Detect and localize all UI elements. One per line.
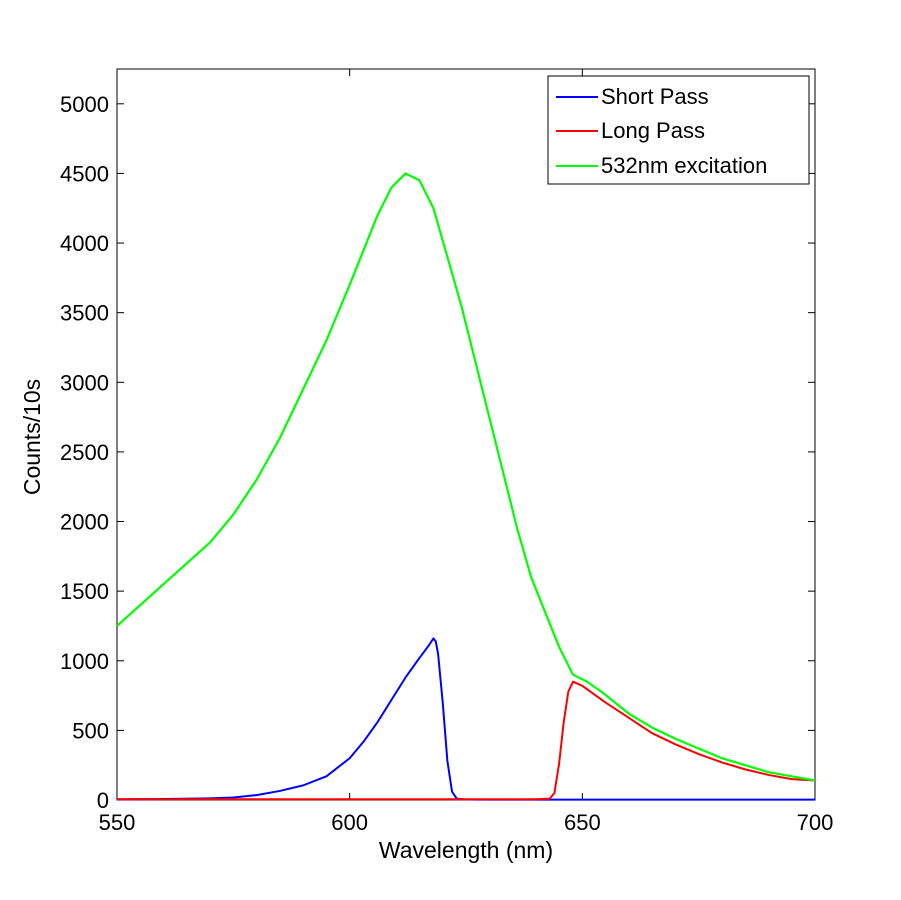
y-tick-label: 4500 <box>60 161 109 186</box>
series-line-short-pass <box>116 637 815 801</box>
y-tick-label: 4000 <box>60 231 109 256</box>
y-tick-label: 2500 <box>60 440 109 465</box>
series-line-532nm-excitation <box>116 172 816 782</box>
x-tick-label: 600 <box>331 810 368 835</box>
y-tick-label: 1500 <box>60 579 109 604</box>
legend-label-532nm-excitation: 532nm excitation <box>601 153 767 178</box>
y-tick-label: 5000 <box>60 92 109 117</box>
x-tick-label: 700 <box>797 810 834 835</box>
x-axis-ticks: 550 600 650 700 <box>99 69 834 835</box>
y-tick-label: 1000 <box>60 649 109 674</box>
y-axis-ticks: 0 500 1000 1500 2000 2500 3000 3500 4000 4500 5000 <box>60 92 815 813</box>
y-tick-label: 0 <box>97 788 109 813</box>
y-axis-label: Counts/10s <box>19 379 45 495</box>
legend: Short Pass Long Pass 532nm excitation <box>547 75 810 185</box>
x-tick-label: 550 <box>99 810 136 835</box>
series-group <box>116 172 816 801</box>
x-tick-label: 650 <box>564 810 601 835</box>
y-tick-label: 3000 <box>60 370 109 395</box>
legend-label-short-pass: Short Pass <box>601 84 709 109</box>
y-tick-label: 3500 <box>60 301 109 326</box>
legend-label-long-pass: Long Pass <box>601 118 705 143</box>
x-axis-label: Wavelength (nm) <box>379 837 553 863</box>
y-tick-label: 500 <box>72 718 109 743</box>
y-tick-label: 2000 <box>60 510 109 535</box>
series-line-long-pass <box>117 680 816 801</box>
